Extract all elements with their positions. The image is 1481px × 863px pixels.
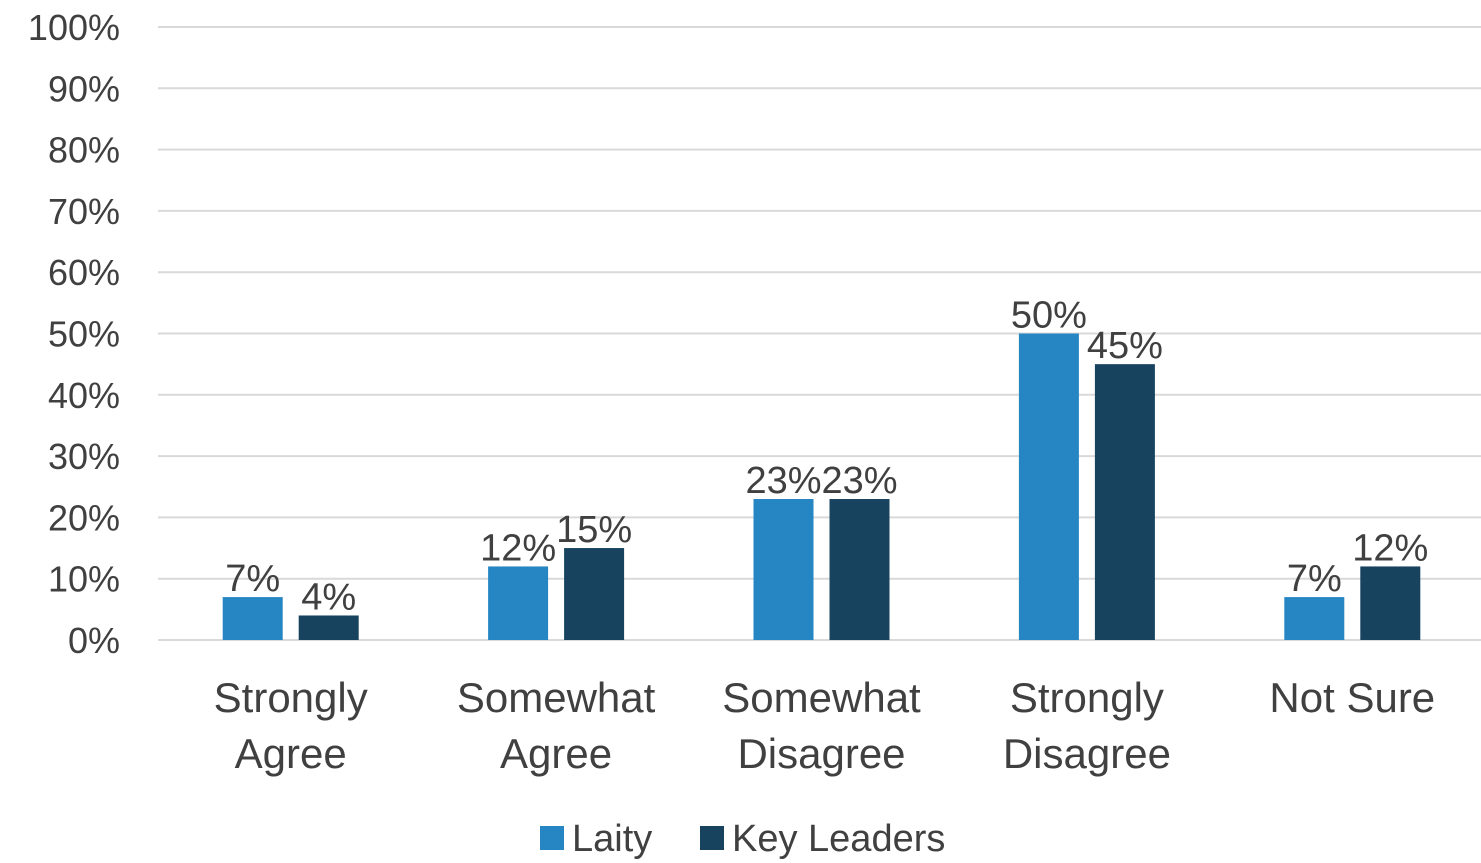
y-axis-ticks: 0% 10% 20% 30% 40% 50% 60% 70% 80% 90% 100% xyxy=(28,7,120,661)
x-category-label: Agree xyxy=(235,730,347,777)
bar-key-leaders xyxy=(1094,364,1155,640)
x-category-label: Disagree xyxy=(737,730,905,777)
y-tick-label: 20% xyxy=(48,497,120,538)
x-category-label: Not Sure xyxy=(1269,674,1435,721)
legend-swatch-key-leaders xyxy=(700,826,724,850)
bar-laity xyxy=(222,597,283,640)
legend-label-laity: Laity xyxy=(572,818,652,860)
data-label: 7% xyxy=(1287,558,1342,600)
legend-label-key-leaders: Key Leaders xyxy=(732,818,945,860)
bars xyxy=(222,333,1421,640)
bar-key-leaders xyxy=(1360,566,1421,640)
x-category-label: Agree xyxy=(500,730,612,777)
data-labels: 7% 4%12% 15%23% 23%50%45%7%12% xyxy=(225,295,1428,619)
x-category-label: Strongly xyxy=(214,674,368,721)
data-label: 7% xyxy=(225,558,280,600)
data-label: 12% xyxy=(1352,527,1428,569)
bar-key-leaders xyxy=(829,499,890,640)
bar-laity xyxy=(488,566,549,640)
x-axis-categories: Strongly Agree Somewhat Agree Somewhat Disagr… xyxy=(214,674,1436,777)
data-label: 50% xyxy=(1011,295,1087,337)
data-label: 45% xyxy=(1087,325,1163,367)
y-tick-label: 30% xyxy=(48,436,120,477)
bar-key-leaders xyxy=(564,548,625,640)
y-tick-label: 90% xyxy=(48,68,120,109)
y-tick-label: 60% xyxy=(48,252,120,293)
gridlines xyxy=(158,26,1481,641)
y-tick-label: 40% xyxy=(48,375,120,416)
y-tick-label: 10% xyxy=(48,559,120,600)
x-category-label: Somewhat xyxy=(722,674,921,721)
bar-laity xyxy=(753,499,814,640)
x-category-label: Somewhat xyxy=(457,674,656,721)
data-label: 15% xyxy=(556,509,632,551)
data-label: 4% xyxy=(301,576,356,618)
y-tick-label: 100% xyxy=(28,7,120,48)
x-category-label: Strongly xyxy=(1010,674,1164,721)
bar-laity xyxy=(1284,597,1345,640)
data-label: 23% xyxy=(821,460,897,502)
y-tick-label: 70% xyxy=(48,191,120,232)
data-label: 23% xyxy=(745,460,821,502)
legend-swatch-laity xyxy=(540,826,564,850)
y-tick-label: 0% xyxy=(68,620,120,661)
y-tick-label: 50% xyxy=(48,314,120,355)
data-label: 12% xyxy=(480,527,556,569)
x-category-label: Disagree xyxy=(1003,730,1171,777)
y-tick-label: 80% xyxy=(48,130,120,171)
bar-laity xyxy=(1018,333,1079,640)
legend: Laity Key Leaders xyxy=(540,818,945,860)
bar-key-leaders xyxy=(298,615,359,640)
